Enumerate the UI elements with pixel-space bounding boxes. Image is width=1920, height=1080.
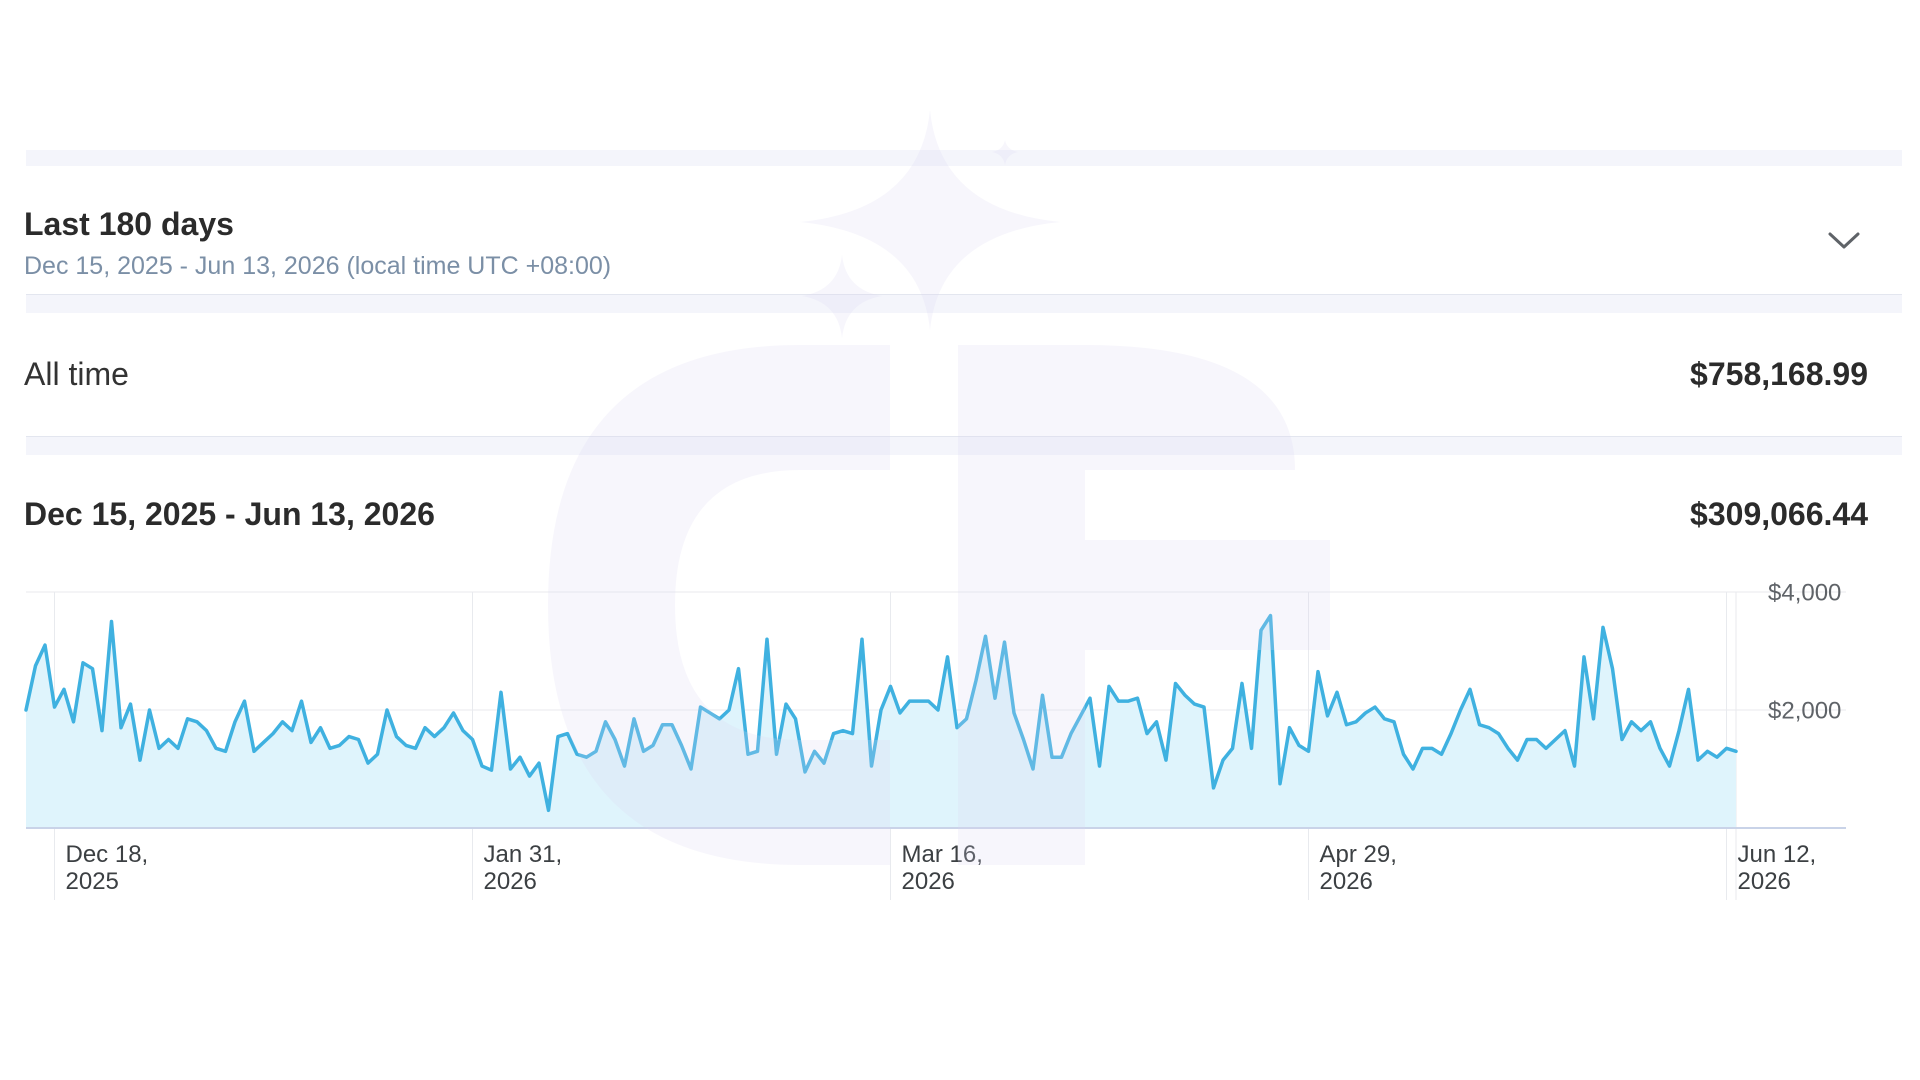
- separator-band: [26, 150, 1902, 166]
- earnings-panel: Last 180 days Dec 15, 2025 - Jun 13, 202…: [24, 150, 1902, 900]
- chevron-down-icon[interactable]: [1826, 228, 1862, 252]
- x-tick-label: Jun 12,: [1738, 841, 1817, 868]
- date-range-subtitle: Dec 15, 2025 - Jun 13, 2026 (local time …: [24, 252, 612, 280]
- x-tick-label: 2025: [66, 868, 119, 895]
- all-time-label: All time: [24, 356, 129, 392]
- date-range-title: Last 180 days: [24, 206, 234, 242]
- x-tick-label: 2026: [484, 868, 537, 895]
- separator-band: [26, 436, 1902, 455]
- y-tick-label: $2,000: [1768, 697, 1841, 724]
- x-tick-label: Mar 16,: [902, 841, 983, 868]
- y-tick-label: $4,000: [1768, 579, 1841, 606]
- x-tick-label: Dec 18,: [66, 841, 149, 868]
- x-tick-label: 2026: [1320, 868, 1373, 895]
- x-tick-label: Apr 29,: [1320, 841, 1397, 868]
- separator-band: [26, 294, 1902, 313]
- series-area: [26, 615, 1736, 828]
- period-value: $309,066.44: [1690, 496, 1868, 532]
- date-range-selector[interactable]: Last 180 days Dec 15, 2025 - Jun 13, 202…: [24, 166, 1902, 294]
- all-time-row: All time $758,168.99: [24, 312, 1902, 436]
- period-row: Dec 15, 2025 - Jun 13, 2026 $309,066.44: [24, 454, 1902, 554]
- all-time-value: $758,168.99: [1690, 356, 1868, 392]
- period-label: Dec 15, 2025 - Jun 13, 2026: [24, 496, 435, 532]
- x-tick-label: Jan 31,: [484, 841, 563, 868]
- x-tick-label: 2026: [902, 868, 955, 895]
- x-tick-label: 2026: [1738, 868, 1791, 895]
- series-line: [24, 613, 1738, 813]
